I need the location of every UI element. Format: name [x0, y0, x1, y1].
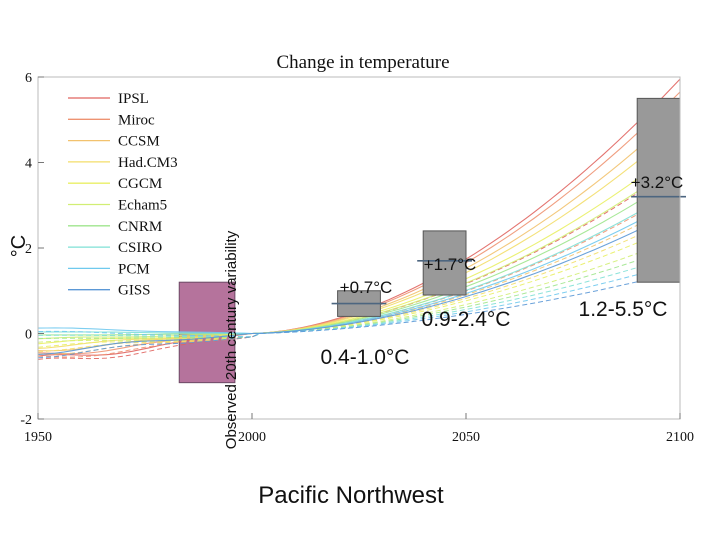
y-tick-label: -2 [20, 413, 32, 428]
series-line-csiro [38, 253, 681, 338]
series-line-pcm [37, 262, 681, 338]
legend-entry: IPSL [118, 91, 149, 107]
projection-range-label-1: 0.4-1.0°C [321, 346, 410, 369]
y-axis-label: °C [8, 235, 30, 257]
region-label: Pacific Northwest [258, 482, 444, 509]
y-tick-label: 0 [25, 328, 32, 343]
projection-mean-label-1: +0.7°C [340, 278, 393, 297]
x-tick-label: 1950 [24, 430, 52, 445]
legend-entry: CNRM [118, 219, 162, 235]
legend-entry: CGCM [118, 176, 162, 192]
legend-entry: PCM [118, 261, 150, 277]
series-line-echam5 [37, 236, 681, 343]
legend-entry: CSIRO [118, 240, 162, 256]
series-line-giss [37, 271, 681, 359]
projection-range-label-3: 1.2-5.5°C [579, 298, 668, 321]
model-curves [37, 78, 681, 384]
series-line-csiro [37, 187, 681, 335]
legend-entry: Had.CM3 [118, 155, 178, 171]
x-tick-label: 2100 [666, 430, 694, 445]
legend-entry: GISS [118, 283, 151, 299]
y-tick-label: 4 [25, 157, 32, 172]
projection-box-2 [422, 230, 467, 296]
axis-ticks: 1950 2000 2050 2100 -2 0 2 4 6 [20, 71, 694, 445]
series-line-echam5 [37, 162, 681, 340]
y-tick-label: 6 [25, 71, 32, 86]
y-tick-label: 2 [25, 242, 32, 257]
legend-entry: Echam5 [118, 198, 167, 214]
legend: IPSL Miroc CCSM Had.CM3 CGCM Echam5 CNRM CSIRO P… [68, 91, 178, 299]
x-tick-label: 2000 [238, 430, 266, 445]
x-tick-label: 2050 [452, 430, 480, 445]
projection-range-label-2: 0.9-2.4°C [422, 308, 511, 331]
variability-band-label: Observed 20th century variability [223, 230, 240, 449]
projection-mean-label-2: +1.7°C [424, 255, 477, 274]
projection-mean-label-3: +3.2°C [631, 173, 684, 192]
series-line-giss [37, 209, 681, 355]
series-line-cnrm [38, 245, 681, 339]
series-line-pcm [37, 198, 681, 335]
chart-title: Change in temperature [276, 52, 449, 73]
legend-entry: CCSM [118, 134, 160, 150]
projection-labels: +0.7°C 0.4-1.0°C +1.7°C 0.9-2.4°C +3.2°C 1.2-… [321, 173, 684, 369]
legend-entry: Miroc [118, 112, 155, 128]
